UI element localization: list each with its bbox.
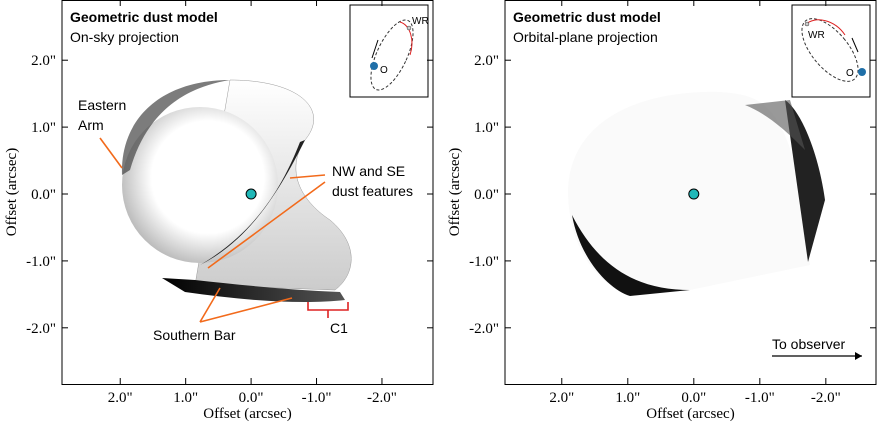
x-tick-label: 0.0" <box>239 390 264 406</box>
x-tick-label: 2.0" <box>549 390 574 406</box>
annotation: dust features <box>332 183 413 199</box>
annotation: To observer <box>772 336 845 352</box>
y-tick-label: -1.0" <box>469 254 499 270</box>
inset-label: WR <box>808 30 825 41</box>
y-tick-label: 0.0" <box>31 187 56 203</box>
x-tick-label: -1.0" <box>745 390 775 406</box>
inset-label: WR <box>412 16 429 27</box>
y-tick-label: -1.0" <box>26 254 56 270</box>
y-tick-label: 1.0" <box>474 120 499 136</box>
x-tick-label: 0.0" <box>681 390 706 406</box>
y-axis-label: Offset (arcsec) <box>4 148 20 236</box>
panel-title: Geometric dust model <box>70 9 218 25</box>
y-tick-label: -2.0" <box>469 321 499 337</box>
annotation-leaders <box>99 137 862 360</box>
x-axis-label: Offset (arcsec) <box>203 406 291 422</box>
dust-model <box>121 79 352 303</box>
plot-frame <box>61 0 434 385</box>
x-tick-label: 1.0" <box>615 390 640 406</box>
annotation: Eastern <box>78 97 126 113</box>
x-tick-label: -2.0" <box>811 390 841 406</box>
x-tick-label: -1.0" <box>302 390 332 406</box>
y-tick-label: 0.0" <box>474 187 499 203</box>
inset-label: O <box>380 65 388 76</box>
x-tick-label: 1.0" <box>173 390 198 406</box>
panel-subtitle: Orbital-plane projection <box>513 29 658 45</box>
y-tick-label: -2.0" <box>26 321 56 337</box>
annotation: NW and SE <box>332 163 405 179</box>
star <box>245 188 257 200</box>
y-tick-label: 2.0" <box>474 53 499 69</box>
x-tick-label: -2.0" <box>367 390 397 406</box>
y-tick-label: 2.0" <box>31 53 56 69</box>
star <box>688 188 700 200</box>
plot-frame <box>504 0 877 385</box>
inset <box>349 4 871 98</box>
annotation: C1 <box>330 320 348 336</box>
y-tick-label: 1.0" <box>31 120 56 136</box>
panel-title: Geometric dust model <box>513 9 661 25</box>
inset-label: O <box>846 68 854 79</box>
x-tick-label: 2.0" <box>108 390 133 406</box>
panel-subtitle: On-sky projection <box>70 29 179 45</box>
y-axis-label: Offset (arcsec) <box>447 148 463 236</box>
x-axis-label: Offset (arcsec) <box>646 406 734 422</box>
annotation: Arm <box>78 117 104 133</box>
annotation: Southern Bar <box>153 327 236 343</box>
